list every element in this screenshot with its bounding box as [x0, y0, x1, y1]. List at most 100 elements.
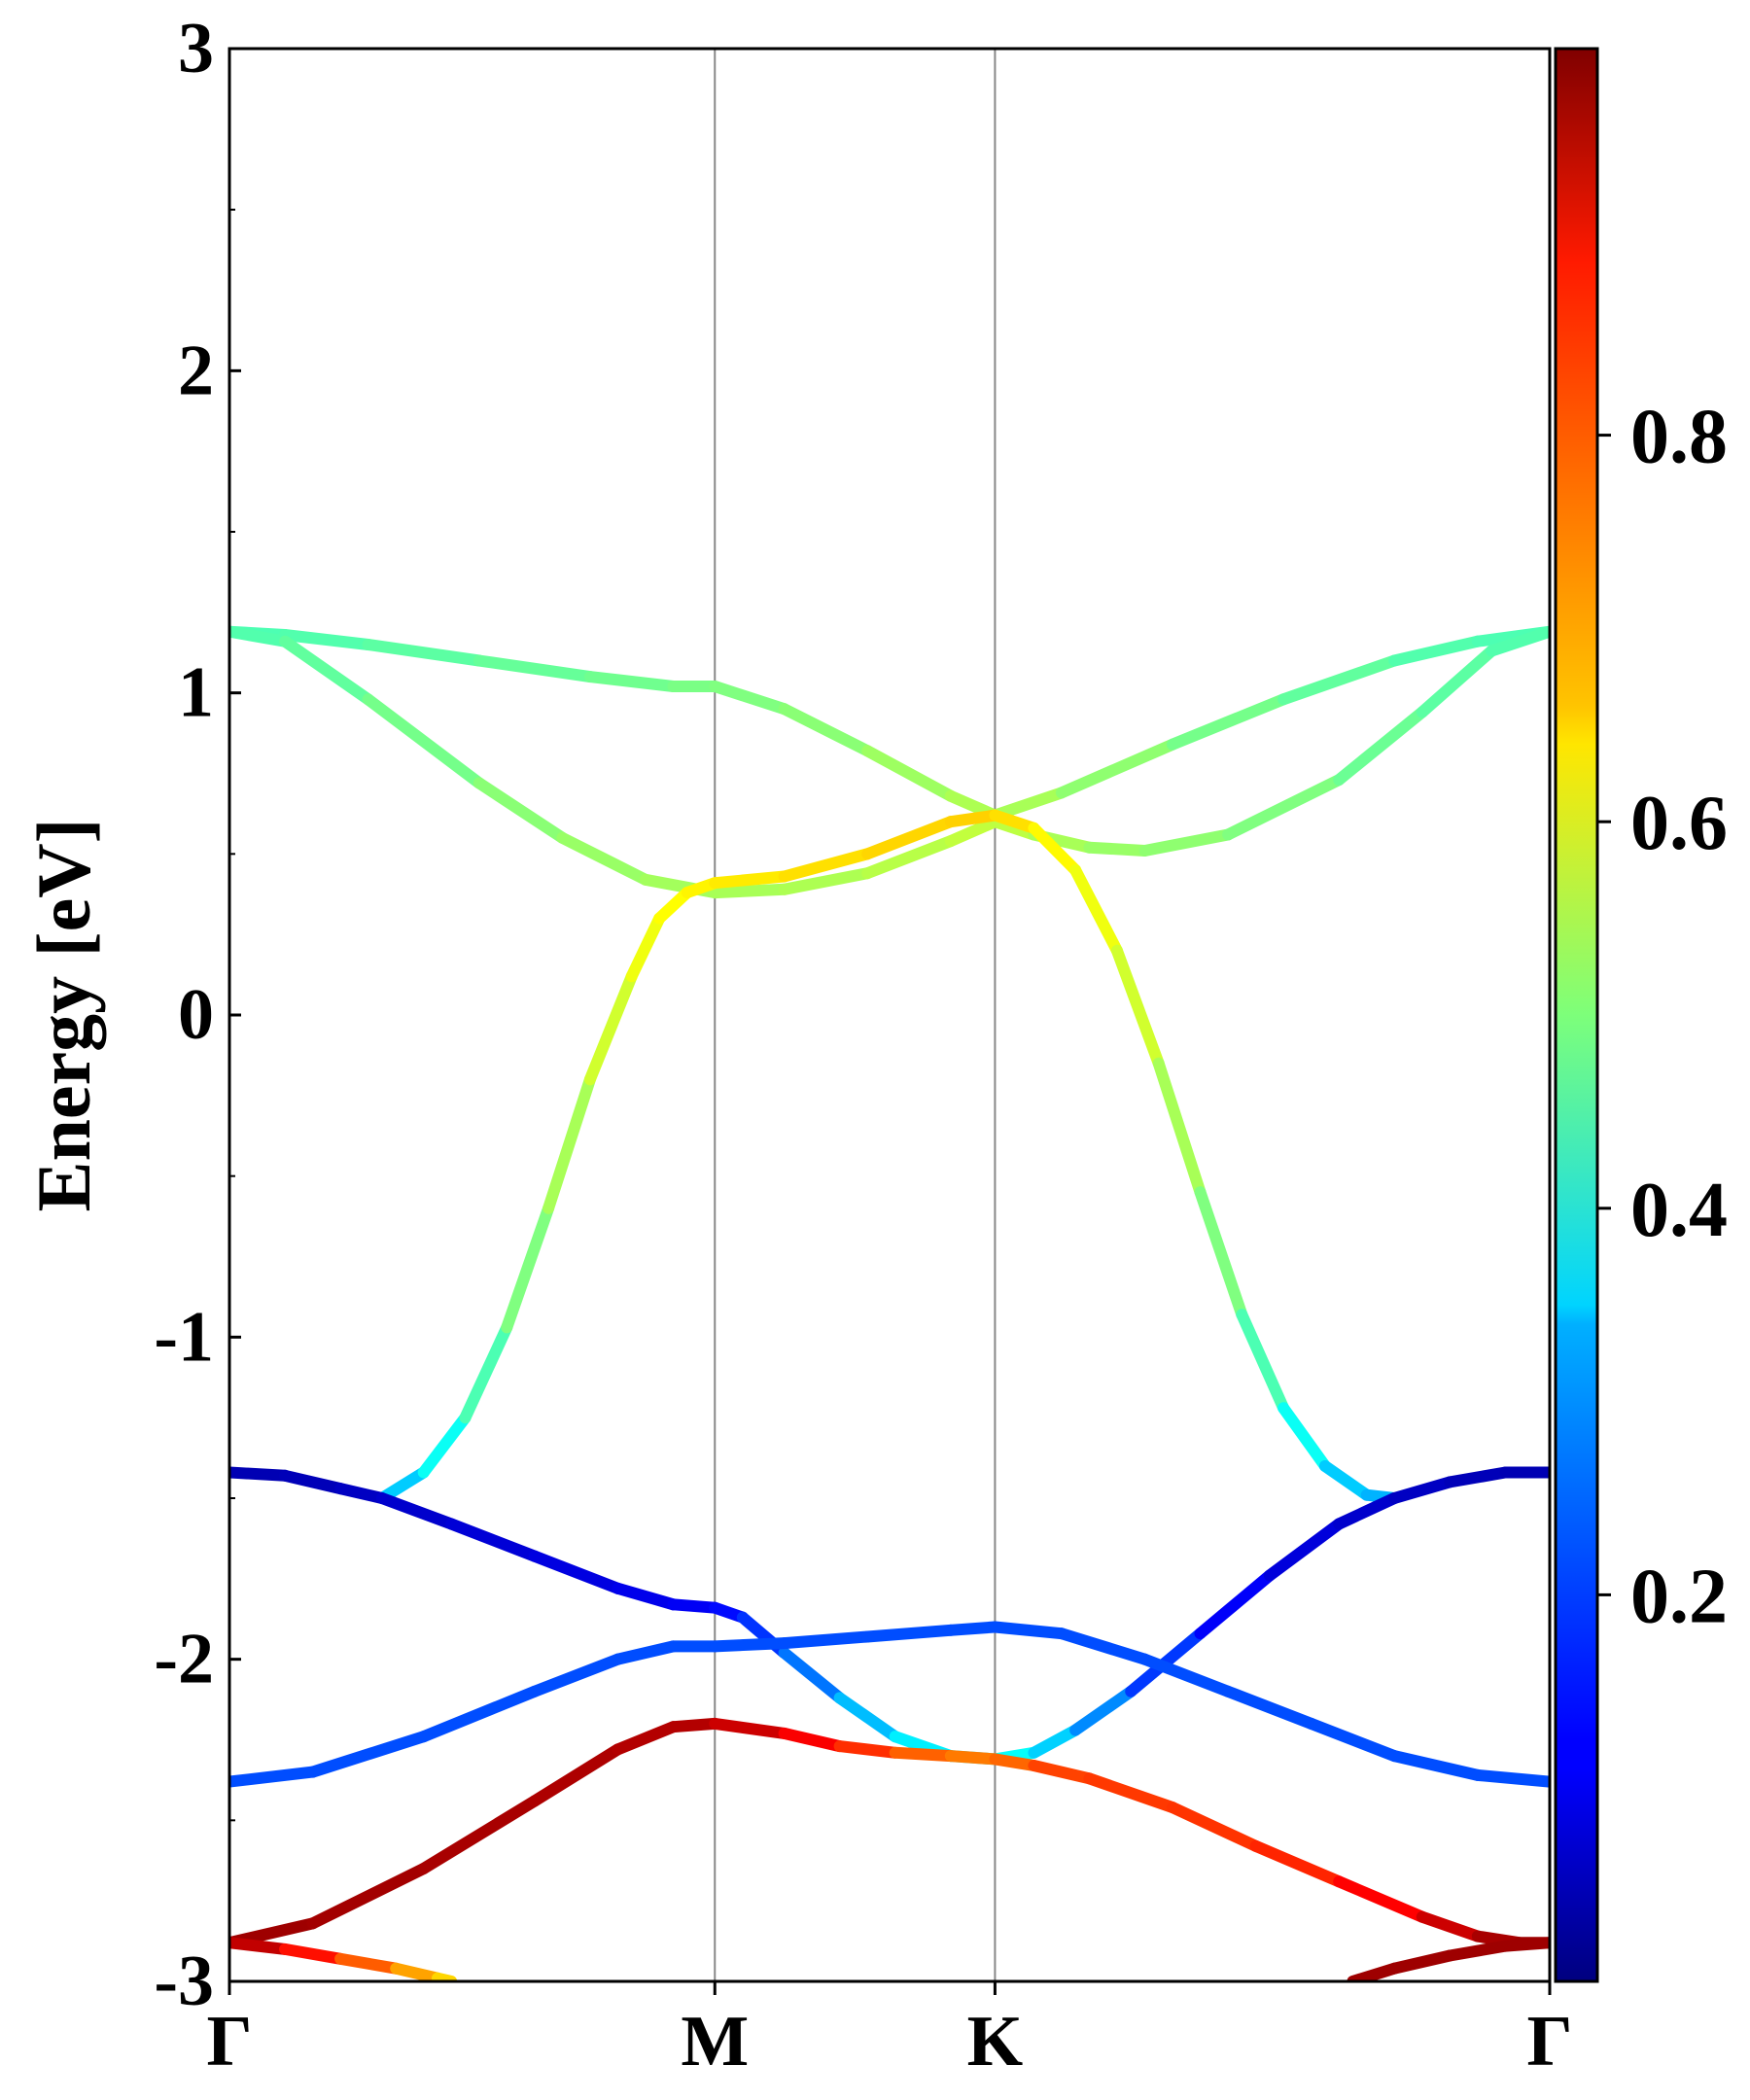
- band-6-segment: [1305, 1717, 1401, 1763]
- band-4-segment: [528, 1550, 624, 1594]
- band-6-segment: [1471, 1768, 1550, 1788]
- band-1-segment: [362, 639, 485, 667]
- band-1-segment: [1167, 693, 1290, 751]
- band-7-segment: [612, 1721, 680, 1756]
- band-2-segment: [709, 883, 790, 899]
- band-7-segment: [944, 1750, 1001, 1766]
- band-2-segment: [1486, 625, 1550, 657]
- band-7-segment: [306, 1863, 430, 1930]
- band-3-segment: [1152, 1057, 1207, 1199]
- band-7-segment: [667, 1717, 721, 1733]
- band-7-segment: [528, 1743, 624, 1807]
- band-3-segment: [989, 809, 1040, 834]
- band-8-segment: [279, 1942, 347, 1965]
- band-7-segment: [1249, 1839, 1346, 1888]
- band-6-segment: [944, 1621, 1001, 1636]
- high-symmetry-lines: [714, 49, 997, 1981]
- band-1: [229, 625, 1550, 822]
- colorbar-ticks: 0.2 0.4 0.6 0.8: [1597, 395, 1728, 1639]
- band-5-segment: [1444, 1466, 1512, 1488]
- band-2-segment: [778, 867, 874, 895]
- band-9-segment: [1388, 1949, 1456, 1975]
- band-6-segment: [989, 1621, 1068, 1640]
- band-1-segment: [861, 745, 957, 802]
- band-3-segment: [1318, 1459, 1373, 1501]
- band-3-segment: [653, 887, 693, 925]
- band-6-segment: [861, 1624, 957, 1643]
- band-5-segment: [1069, 1685, 1138, 1736]
- band-5-segment: [1194, 1569, 1276, 1640]
- band-3-segment: [1236, 1309, 1290, 1415]
- band-1-segment: [279, 629, 374, 650]
- band-3-segment: [625, 912, 666, 983]
- band-8-segment: [229, 1937, 292, 1955]
- band-3-segment: [1194, 1186, 1248, 1321]
- colorbar-tick-label: 0.2: [1630, 1554, 1728, 1639]
- band-2-segment: [1416, 645, 1498, 718]
- band-1-segment: [1055, 738, 1178, 799]
- band-3-segment: [459, 1321, 513, 1424]
- band-4-segment: [375, 1492, 458, 1530]
- band-3-segment: [944, 809, 1001, 828]
- band-2-segment: [1333, 706, 1428, 787]
- y-tick-label: -3: [154, 1942, 214, 2021]
- band-1-segment: [583, 671, 680, 692]
- bands: [229, 625, 1550, 1981]
- band-7-segment: [1333, 1875, 1428, 1923]
- y-axis-ticks: -3 -2 -1 0 1 2 3: [154, 9, 241, 2021]
- band-5-segment: [1263, 1518, 1346, 1582]
- band-3-segment: [709, 870, 790, 890]
- band-7-segment: [833, 1740, 901, 1759]
- x-tick-label-1: Γ: [206, 2002, 252, 2082]
- band-7-segment: [709, 1717, 790, 1739]
- band-2-segment: [362, 693, 485, 789]
- band-6-segment: [1388, 1750, 1484, 1781]
- band-2-segment: [472, 777, 569, 844]
- band-5-segment: [1333, 1492, 1401, 1530]
- band-2-segment: [279, 635, 374, 706]
- band-4-segment: [334, 1483, 388, 1504]
- band-7-segment: [778, 1727, 846, 1753]
- band-6-segment: [229, 1766, 319, 1788]
- band-8-segment: [390, 1962, 443, 1981]
- band-4-segment: [667, 1598, 721, 1614]
- band-1-segment: [472, 654, 596, 683]
- colorbar-tick-label: 0.4: [1630, 1168, 1728, 1253]
- band-3-segment: [542, 1073, 596, 1214]
- y-tick-label: 1: [178, 653, 214, 733]
- band-1-segment: [778, 703, 874, 757]
- band-5-segment: [1028, 1724, 1082, 1759]
- band-6-segment: [1138, 1653, 1235, 1698]
- y-tick-label: 2: [178, 331, 214, 410]
- band-4: [229, 1466, 1001, 1766]
- band-6-segment: [778, 1630, 874, 1650]
- y-tick-label: 3: [178, 9, 214, 88]
- band-6-segment: [709, 1637, 790, 1653]
- band-6-segment: [528, 1653, 624, 1698]
- band-2-segment: [1222, 774, 1346, 841]
- band-8-segment: [334, 1952, 402, 1975]
- band-9-segment: [1347, 1962, 1401, 1981]
- band-4-segment: [229, 1466, 292, 1482]
- band-2-segment: [229, 625, 292, 648]
- plot-frame: [228, 47, 1552, 1983]
- band-1-segment: [709, 681, 790, 716]
- band-1-segment: [1388, 635, 1484, 667]
- y-tick-label: -2: [154, 1620, 214, 1699]
- band-3-segment: [861, 816, 957, 860]
- band-2: [229, 625, 1550, 899]
- band-6: [229, 1621, 1550, 1788]
- band-4-segment: [778, 1647, 846, 1704]
- x-tick-label-2: M: [681, 2002, 749, 2082]
- band-3-segment: [417, 1412, 472, 1479]
- band-7: [229, 1717, 1550, 1949]
- band-4-segment: [279, 1469, 347, 1495]
- colorbar: [1554, 47, 1599, 1983]
- band-1-segment: [989, 787, 1068, 822]
- band-3-segment: [1110, 944, 1165, 1069]
- band-5-segment: [1388, 1476, 1456, 1504]
- band-4-segment: [612, 1582, 680, 1611]
- band-7-segment: [989, 1753, 1040, 1771]
- band-4-segment: [833, 1692, 901, 1743]
